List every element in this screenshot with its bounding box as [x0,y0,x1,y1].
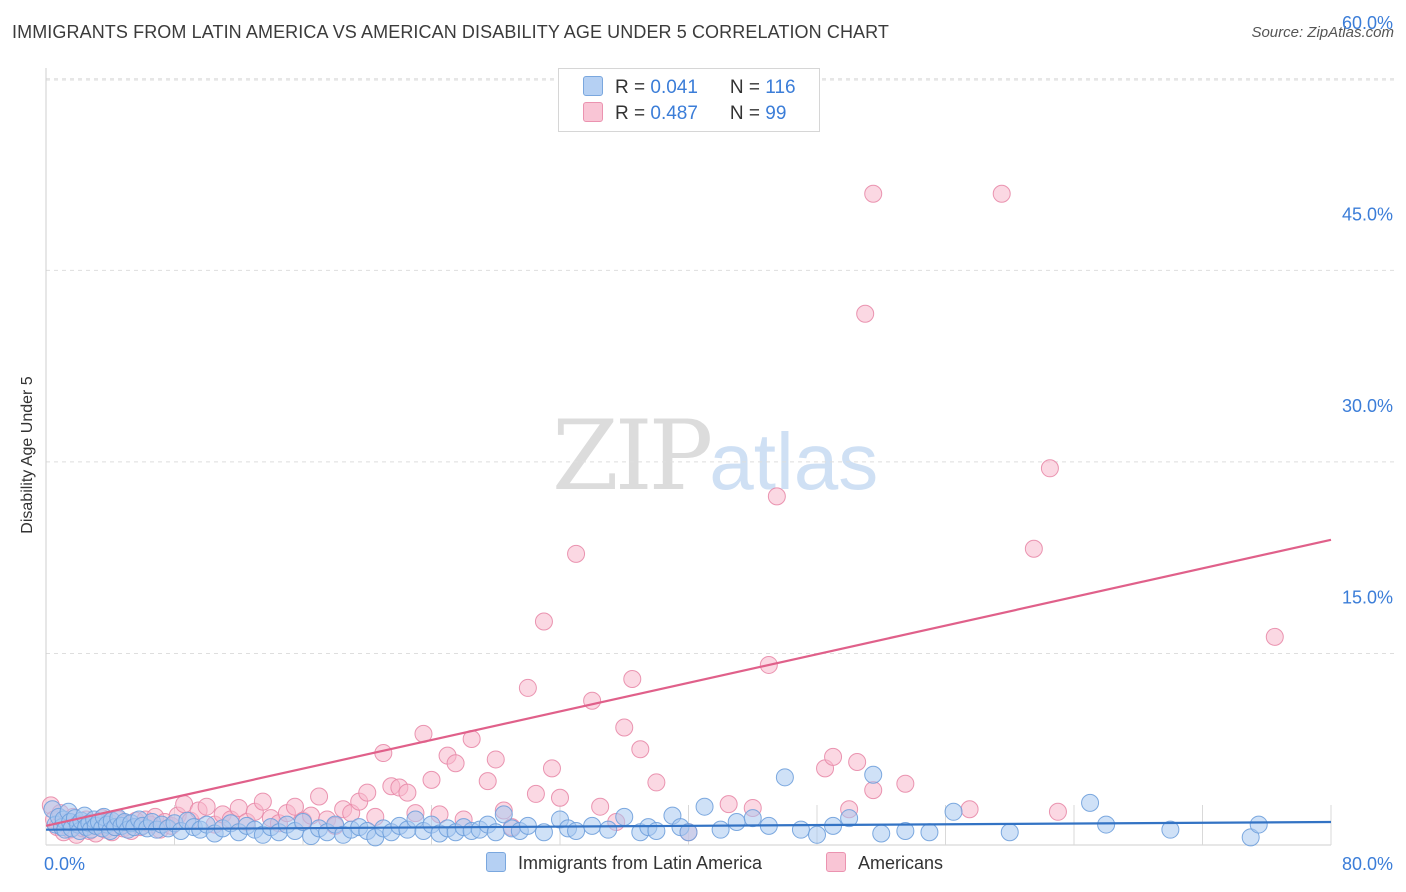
point-latin-america [1097,815,1116,834]
legend-r-value-pink: 0.487 [650,103,698,124]
point-americans [358,783,377,802]
series-legend-swatch-blue [486,852,506,872]
legend-row-pink: R = 0.487 N = 99 [583,102,786,126]
trend-line-latin-america [45,820,1332,831]
series-legend: Immigrants from Latin America Americans [0,852,1406,878]
point-americans [1048,802,1067,821]
point-americans [310,787,329,806]
point-latin-america [896,821,915,840]
point-latin-america [534,823,553,842]
point-americans [526,784,545,803]
point-americans [647,773,666,792]
stats-legend: R = 0.041 N = 116 R = 0.487 N = 99 [558,68,820,132]
legend-n-label-pink: N = [729,103,766,124]
point-latin-america [791,820,810,839]
point-americans [253,792,272,811]
point-americans [864,184,883,203]
y-axis-label: Disability Age Under 5 [19,376,36,534]
point-americans [992,184,1011,203]
point-americans [824,747,843,766]
point-americans [719,795,738,814]
point-americans [848,752,867,771]
y-tick-label: 30.0% [1342,396,1393,416]
point-latin-america [872,824,891,843]
series-legend-item-pink: Americans [826,852,943,874]
point-americans [856,304,875,323]
point-americans [551,788,569,807]
point-americans [285,797,304,816]
point-americans [591,797,610,816]
point-latin-america [864,765,883,784]
point-latin-america [294,813,312,832]
series-legend-swatch-pink [826,852,846,872]
watermark-zip: ZIP [552,400,713,512]
point-latin-america [679,823,698,842]
point-americans [478,772,497,791]
point-americans [1024,539,1043,558]
point-latin-america [944,802,963,821]
y-tick-label: 15.0% [1342,587,1393,607]
point-americans [623,669,642,688]
legend-r-label-blue: R = [615,77,651,98]
point-latin-america [494,805,513,824]
point-latin-america [775,768,794,787]
point-americans [767,487,786,506]
point-americans [534,612,553,631]
y-tick-label: 60.0% [1342,13,1393,33]
point-americans [518,678,537,697]
legend-swatch-blue [583,76,603,96]
point-latin-america [1081,793,1100,812]
legend-n-value-pink: 99 [765,103,787,124]
watermark: ZIPatlas [552,400,878,512]
point-americans [398,783,417,802]
point-latin-america [695,797,714,816]
point-americans [864,781,883,800]
series-legend-label-blue: Immigrants from Latin America [518,853,763,873]
point-americans [615,718,634,737]
point-latin-america [711,820,730,839]
chart-title: IMMIGRANTS FROM LATIN AMERICA VS AMERICA… [12,22,890,42]
series-legend-item-blue: Immigrants from Latin America [486,852,762,874]
point-americans [896,774,915,793]
point-americans [446,754,465,773]
trend-line-americans [45,538,1332,827]
point-latin-america [1249,815,1268,834]
legend-n-label-blue: N = [729,77,766,98]
legend-row-blue: R = 0.041 N = 116 [583,76,796,100]
point-latin-america [743,809,762,828]
x-tick-label-end: 80.0% [1342,854,1393,874]
point-americans [960,800,979,819]
point-americans [1040,459,1059,478]
legend-r-label-pink: R = [615,103,651,124]
point-latin-america [1241,828,1260,847]
point-latin-america [615,807,634,826]
point-latin-america [840,809,859,828]
legend-n-value-blue: 116 [765,77,796,98]
point-americans [486,750,505,769]
source-label: Source: ZipAtlas.com [1251,24,1394,41]
point-latin-america [567,821,586,840]
point-americans [1265,627,1284,646]
point-americans [422,770,441,789]
point-latin-america [599,820,618,839]
point-latin-america [808,825,826,844]
point-americans [542,759,561,778]
legend-r-value-blue: 0.041 [650,77,698,98]
point-latin-america [727,813,746,832]
point-latin-america [920,823,939,842]
series-legend-label-pink: Americans [858,853,944,873]
x-tick-label-start: 0.0% [44,854,85,874]
y-tick-label: 45.0% [1342,204,1393,224]
legend-swatch-pink [583,102,603,122]
point-latin-america [1000,823,1019,842]
point-latin-america [1161,820,1180,839]
point-americans [631,740,650,759]
point-americans [197,797,216,816]
point-americans [567,544,586,563]
